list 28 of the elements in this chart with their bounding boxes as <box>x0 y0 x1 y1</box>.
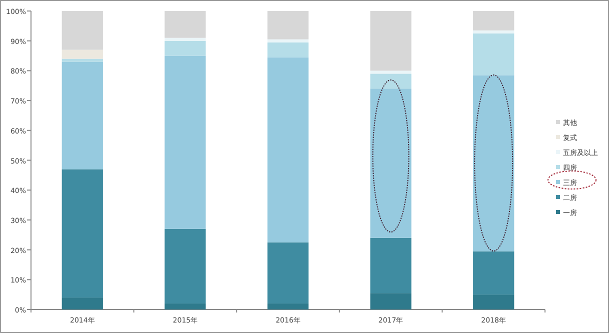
bar <box>370 70 412 74</box>
bar <box>62 50 103 59</box>
bar <box>62 169 103 298</box>
bar <box>62 11 103 50</box>
bar <box>370 11 412 71</box>
bar <box>62 298 103 310</box>
bar <box>267 11 309 40</box>
bar <box>267 304 309 310</box>
bar <box>267 39 309 42</box>
bar <box>473 11 514 30</box>
bar <box>473 30 514 34</box>
bar <box>164 40 206 56</box>
bar <box>473 294 514 310</box>
bar <box>62 62 103 170</box>
bar <box>164 11 206 38</box>
bar <box>370 238 412 294</box>
bar <box>164 228 206 304</box>
bar <box>370 74 412 89</box>
bar <box>473 251 514 295</box>
bar <box>267 242 309 304</box>
bar <box>267 57 309 242</box>
bar <box>370 293 412 310</box>
bar <box>164 56 206 229</box>
bar <box>370 88 412 238</box>
bar <box>473 33 514 76</box>
bar <box>164 304 206 310</box>
bar <box>164 38 206 41</box>
bar <box>267 42 309 58</box>
